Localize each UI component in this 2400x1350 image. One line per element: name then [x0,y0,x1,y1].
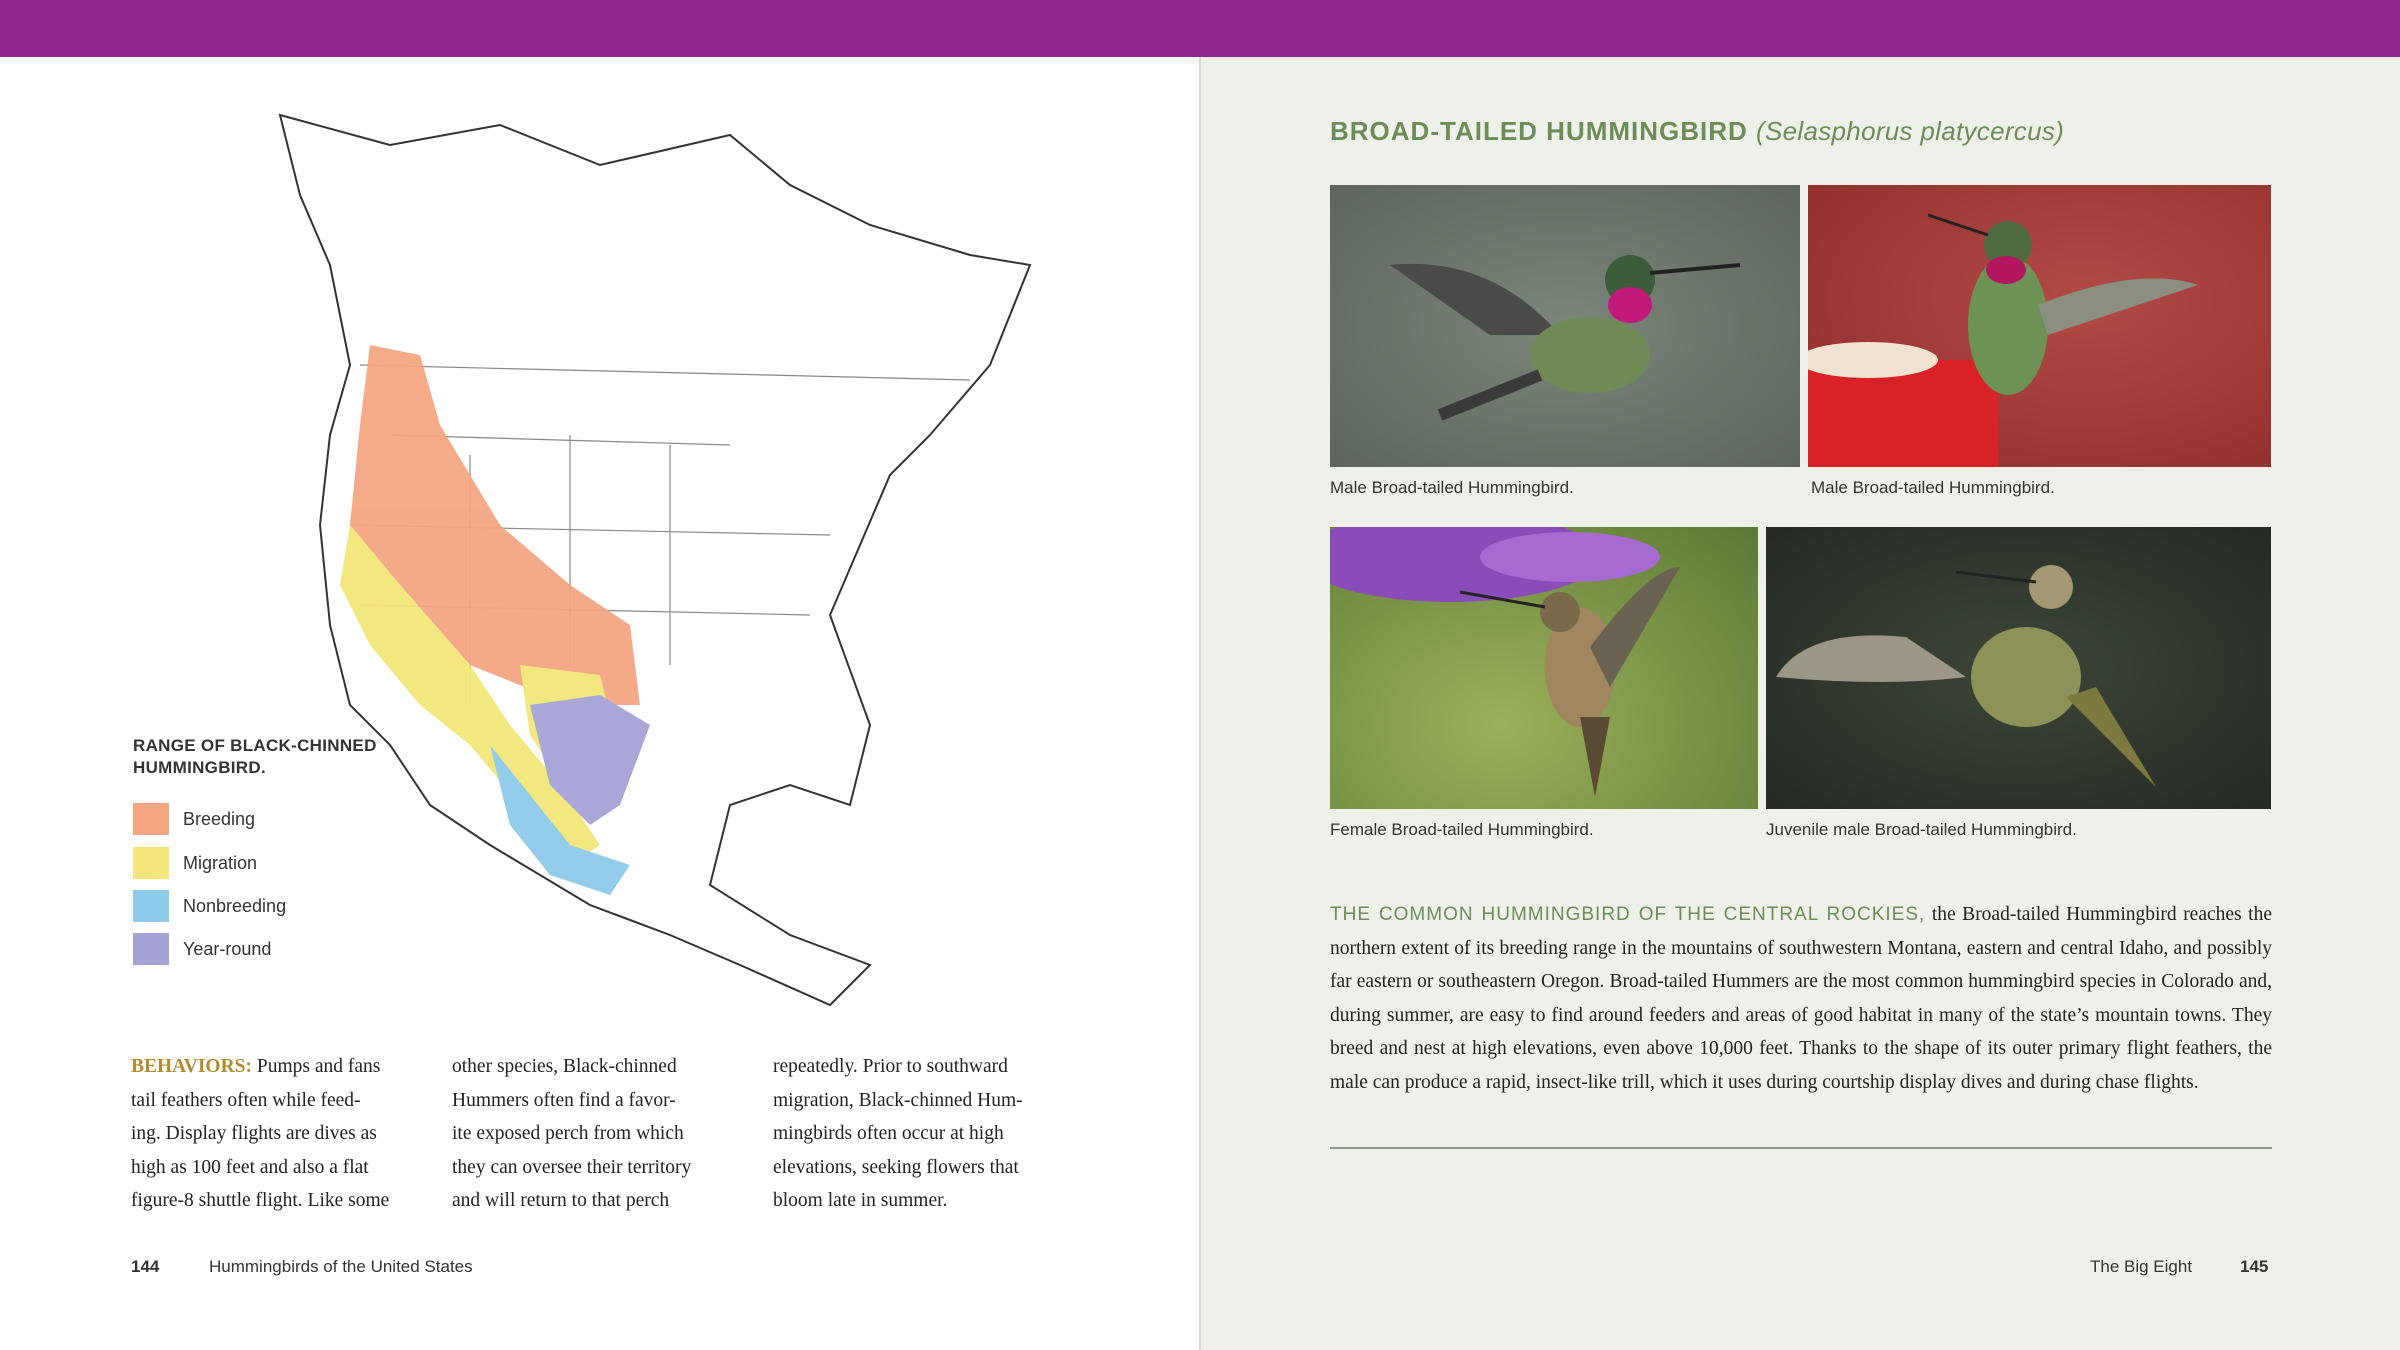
legend-item-nonbreeding: Nonbreeding [133,890,286,922]
page-number-left: 144 [131,1257,160,1276]
range-areas [340,345,650,895]
year-round-range [530,695,650,825]
photo-male-1 [1330,185,1800,467]
divider [1330,1147,2272,1149]
legend-swatch [133,933,169,965]
page-number-right: 145 [2240,1257,2269,1276]
photo-caption: Juvenile male Broad-tailed Hummingbird. [1766,820,2077,839]
legend-label: Year-round [183,938,272,959]
map-north-america [278,113,1032,1007]
photo-caption: Male Broad-tailed Hummingbird. [1811,478,2055,497]
hummingbird-image [1330,527,1680,797]
description-text: the Broad-tailed Hummingbird reaches the… [1330,904,2272,1093]
top-color-bar [0,0,2400,57]
photo-male-2 [1808,185,2271,467]
behaviors-column-2: other species, Black-chinned Hummers oft… [452,1056,692,1211]
photo-caption: Female Broad-tailed Hummingbird. [1330,820,1594,839]
scientific-name: (Selasphorus platycercus) [1756,116,2065,146]
running-title-left: Hummingbirds of the United States [209,1257,473,1276]
behaviors-label: BEHAVIORS: [131,1056,253,1077]
species-name: BROAD-TAILED HUMMINGBIRD [1330,116,1748,146]
photo-female [1330,527,1758,809]
range-map [278,113,1032,1007]
hummingbird-image [1808,213,2198,467]
behaviors-column-3: repeatedly. Prior to southward migration… [773,1056,1023,1211]
legend-item-migration: Migration [133,847,257,879]
nonbreeding-range [490,745,630,895]
column-text: Pumps and fans tail feathers often while… [131,1056,390,1211]
legend-label: Breeding [183,808,256,829]
legend-label: Migration [183,852,258,873]
legend-swatch [133,847,169,879]
legend-item-breeding: Breeding [133,803,255,835]
breeding-range [350,345,640,705]
species-title: BROAD-TAILED HUMMINGBIRD (Selasphorus pl… [1330,116,2064,147]
legend-item-year-round: Year-round [133,933,271,965]
legend-swatch [133,890,169,922]
photo-caption: Male Broad-tailed Hummingbird. [1330,478,1574,497]
legend-label: Nonbreeding [183,895,287,916]
species-description: THE COMMON HUMMINGBIRD OF THE CENTRAL RO… [1330,898,2272,1099]
legend-title-line: HUMMINGBIRD. [133,758,266,777]
legend-title: RANGE OF BLACK-CHINNED HUMMINGBIRD. [133,735,377,779]
hummingbird-image [1390,255,1741,421]
legend-swatch [133,803,169,835]
legend-title-line: RANGE OF BLACK-CHINNED [133,736,377,755]
running-title-right: The Big Eight [2090,1257,2193,1276]
photo-juvenile [1766,527,2271,809]
lead-in: THE COMMON HUMMINGBIRD OF THE CENTRAL RO… [1330,904,1926,925]
migration-range [340,525,600,865]
hummingbird-image [1776,565,2156,787]
behaviors-column-1: BEHAVIORS: Pumps and fans tail feathers … [131,1050,431,1218]
